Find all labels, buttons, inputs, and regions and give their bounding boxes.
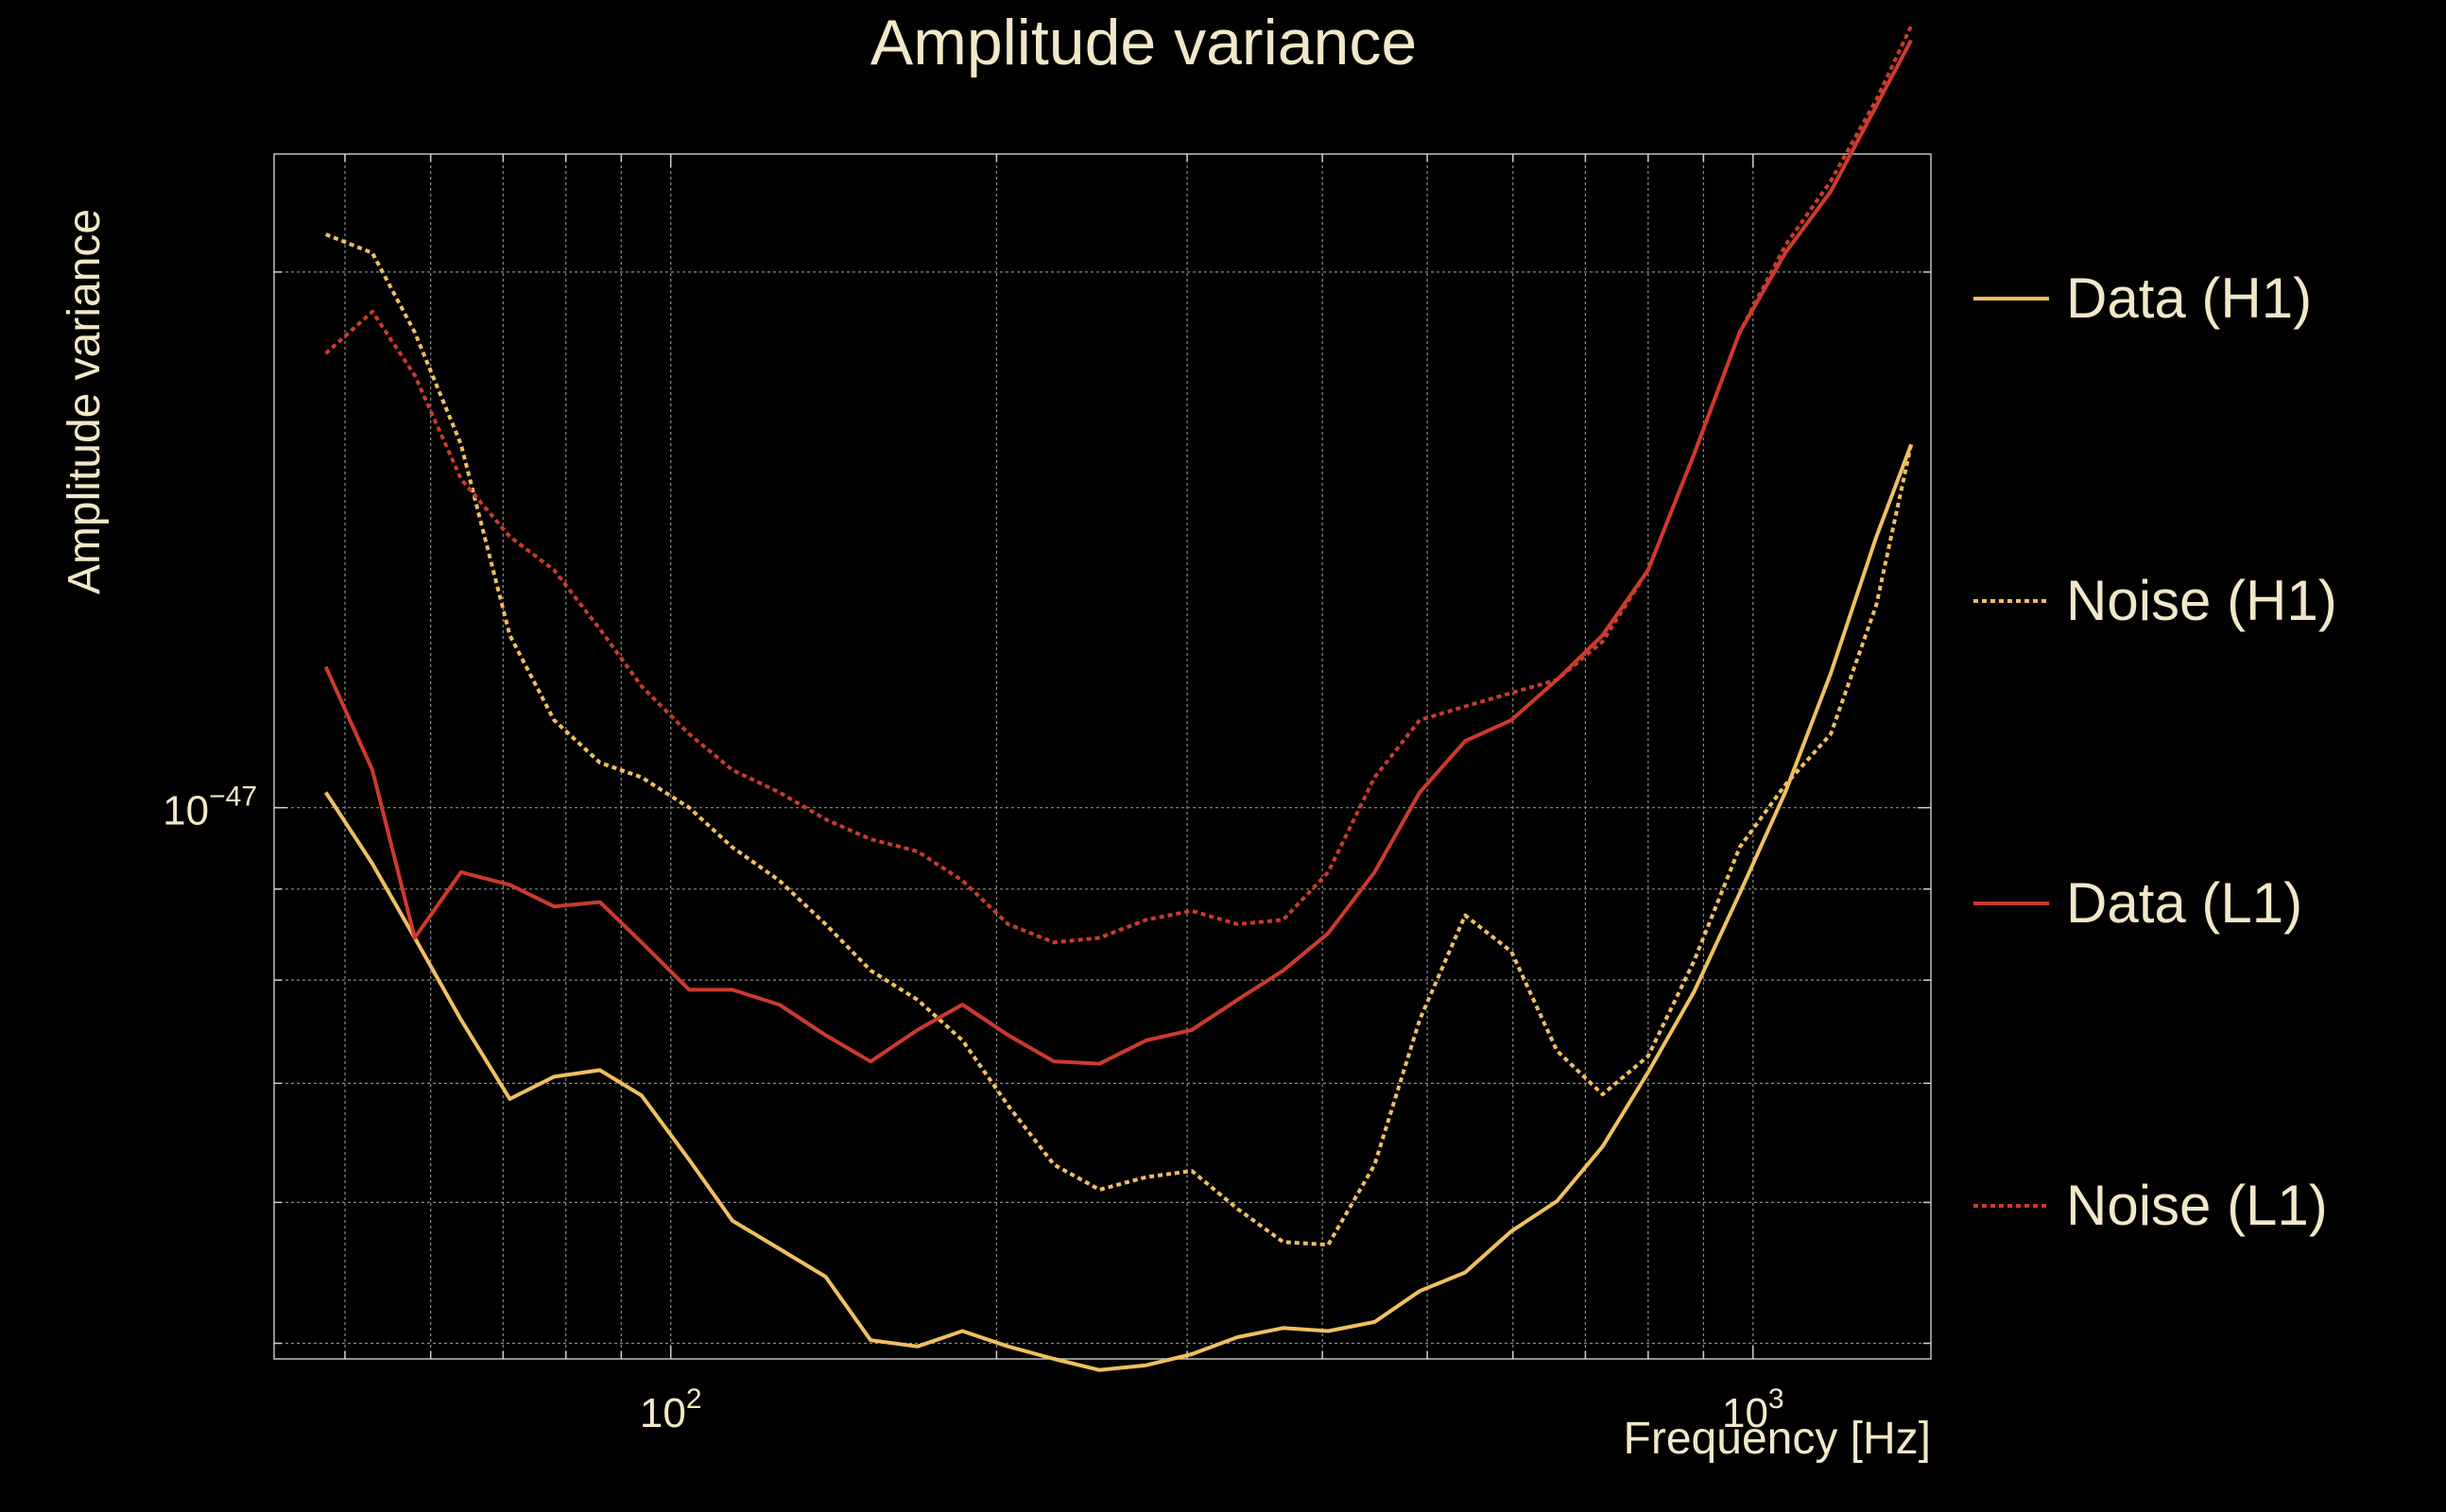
x-axis-label: Frequency [Hz] [1624,1414,1931,1464]
series-line-4 [324,25,1913,945]
legend-label-1: Data (H1) [2066,266,2312,330]
tick-labels: 102 103 10−47 [163,782,1783,1436]
axis-ticks [274,154,1931,1359]
x-tick-label: 103 [1722,1383,1784,1436]
legend: Data (H1) Noise (H1) Data (L1) Noise (L1) [1973,266,2337,1237]
legend-label-2: Noise (H1) [2066,569,2337,632]
series-line-2 [324,232,1914,1247]
grid [274,154,1931,1359]
chart-title: Amplitude variance [870,7,1417,78]
plot-area [273,153,1932,1360]
series-lines [323,25,1914,1372]
y-axis-label: Amplitude variance [60,209,110,594]
x-tick-label: 102 [640,1383,702,1436]
legend-label-4: Noise (L1) [2066,1174,2328,1237]
series-line-3 [323,39,1913,1066]
series-line-1 [324,443,1913,1372]
y-tick-label: 10−47 [163,782,257,834]
legend-label-3: Data (L1) [2066,871,2302,935]
